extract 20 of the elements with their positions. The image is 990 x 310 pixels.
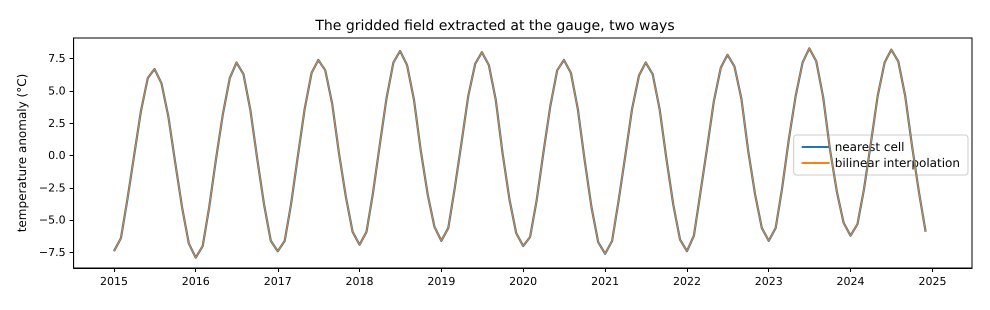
x-tick-label: 2021 [591, 275, 620, 288]
y-tick-label: −2.5 [38, 181, 66, 194]
y-tick-label: 2.5 [48, 116, 66, 130]
x-tick-label: 2024 [836, 275, 865, 288]
x-tick-label: 2020 [509, 275, 538, 288]
x-tick-label: 2017 [264, 275, 292, 288]
x-tick-label: 2016 [182, 275, 210, 288]
y-tick-label: 0.0 [48, 149, 66, 162]
y-tick-label: −7.5 [38, 246, 66, 259]
chart-title: The gridded field extracted at the gauge, two ways [314, 18, 675, 34]
x-tick-label: 2023 [754, 275, 783, 288]
y-tick-label: 5.0 [48, 84, 66, 98]
x-tick-label: 2022 [672, 275, 701, 288]
x-tick-label: 2025 [918, 275, 947, 288]
y-tick-label: −5.0 [38, 214, 66, 227]
y-axis-title: temperature anomaly (°C) [15, 74, 29, 232]
x-tick-label: 2015 [100, 275, 128, 288]
x-tick-label: 2018 [346, 275, 374, 288]
y-tick-label: 7.5 [48, 52, 66, 66]
x-tick-label: 2019 [427, 275, 456, 288]
